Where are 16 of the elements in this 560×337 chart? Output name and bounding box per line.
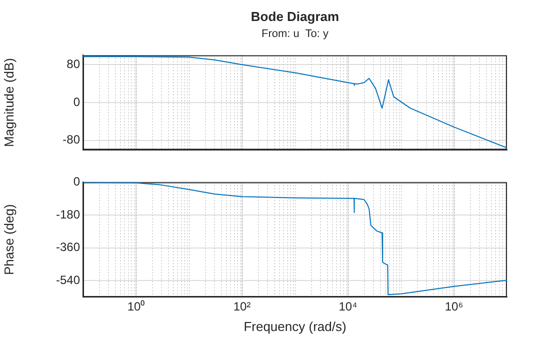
y-tick-label: 80 — [66, 56, 80, 71]
y-axis-title: Phase (deg) — [1, 204, 16, 276]
y-tick-label: -80 — [62, 132, 80, 147]
y-tick-label: 0 — [73, 174, 80, 189]
x-tick-label: 10⁰ — [127, 300, 145, 314]
y-axis-title: Magnitude (dB) — [1, 58, 16, 147]
y-tick-label: 0 — [73, 94, 80, 109]
y-tick-label: -180 — [56, 207, 80, 222]
x-tick-label: 10⁶ — [444, 300, 464, 314]
x-axis-title: Frequency (rad/s) — [244, 318, 346, 334]
chart-subtitle: From: u To: y — [260, 28, 330, 40]
y-tick-label: -360 — [56, 240, 80, 254]
x-tick-label: 10² — [233, 300, 251, 314]
chart-title: Bode Diagram — [250, 9, 340, 24]
y-tick-label: -540 — [56, 272, 80, 287]
x-tick-label: 10⁴ — [338, 300, 358, 314]
